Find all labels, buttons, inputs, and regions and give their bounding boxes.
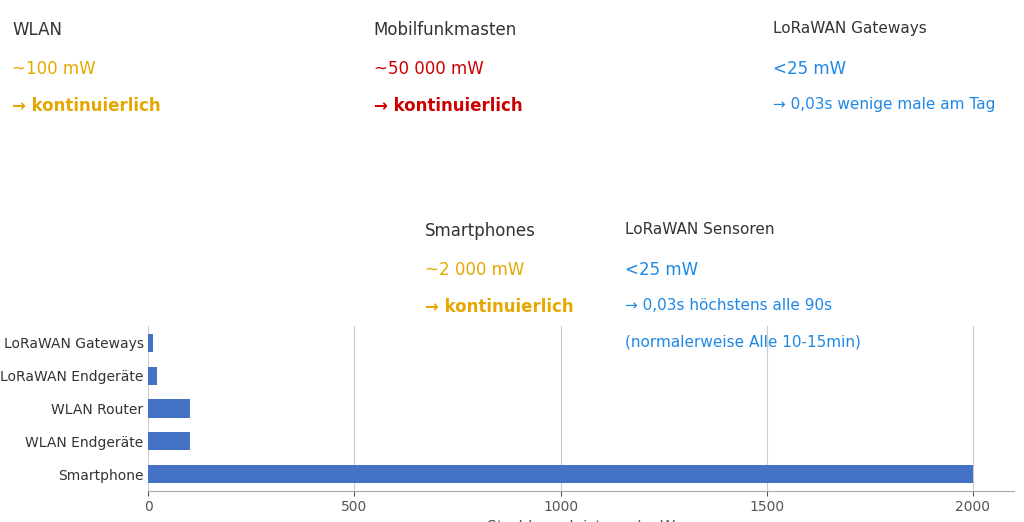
Text: → 0,03s wenige male am Tag: → 0,03s wenige male am Tag: [773, 97, 995, 112]
Bar: [148, 334, 153, 352]
Text: Smartphones: Smartphones: [425, 222, 536, 240]
Text: (normalerweise Alle 10-15min): (normalerweise Alle 10-15min): [625, 334, 860, 349]
Bar: [148, 465, 973, 483]
Text: LoRaWAN Gateways: LoRaWAN Gateways: [773, 21, 927, 36]
Bar: [148, 399, 189, 418]
Text: LoRaWAN Sensoren: LoRaWAN Sensoren: [625, 222, 774, 237]
Text: → kontinuierlich: → kontinuierlich: [12, 97, 161, 114]
Text: ~100 mW: ~100 mW: [12, 60, 96, 78]
Text: ~50 000 mW: ~50 000 mW: [374, 60, 483, 78]
Text: Mobilfunkmasten: Mobilfunkmasten: [374, 21, 517, 39]
Text: <25 mW: <25 mW: [625, 261, 697, 279]
Text: → kontinuierlich: → kontinuierlich: [374, 97, 522, 114]
X-axis label: Strahlungsleistung / mW: Strahlungsleistung / mW: [487, 520, 675, 522]
Bar: [148, 366, 157, 385]
Text: <25 mW: <25 mW: [773, 60, 846, 78]
Text: → 0,03s höchstens alle 90s: → 0,03s höchstens alle 90s: [625, 298, 831, 313]
Bar: [148, 432, 189, 450]
Text: WLAN: WLAN: [12, 21, 62, 39]
Text: → kontinuierlich: → kontinuierlich: [425, 298, 573, 315]
Text: ~2 000 mW: ~2 000 mW: [425, 261, 524, 279]
